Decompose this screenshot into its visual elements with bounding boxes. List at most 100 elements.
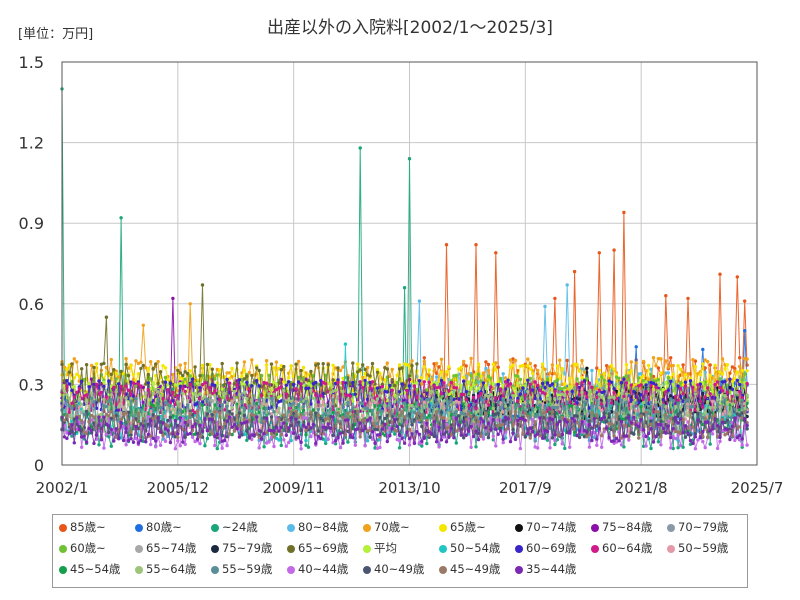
data-point [117, 405, 121, 409]
data-point [131, 394, 136, 398]
data-point [314, 380, 318, 385]
data-point [272, 444, 276, 449]
data-point [632, 389, 636, 394]
data-point [466, 409, 471, 414]
data-point [479, 410, 483, 414]
data-point [129, 392, 133, 396]
data-point [112, 385, 116, 389]
data-point [536, 414, 540, 418]
data-point [508, 365, 513, 369]
data-point [75, 372, 79, 376]
data-point [585, 377, 589, 381]
data-point [560, 367, 564, 371]
data-point [215, 383, 219, 387]
data-point [104, 395, 109, 399]
data-point [336, 366, 340, 370]
data-point [536, 383, 540, 388]
data-point [612, 248, 616, 252]
data-point [639, 383, 643, 387]
data-point [363, 371, 367, 376]
data-point [553, 438, 557, 443]
data-point [417, 379, 422, 383]
data-point [149, 442, 153, 447]
data-point [341, 380, 345, 385]
data-point [287, 409, 291, 414]
data-point [674, 386, 678, 391]
data-point [437, 397, 441, 401]
data-point [595, 379, 599, 384]
data-point [442, 435, 446, 439]
data-point [188, 374, 192, 378]
data-point [565, 358, 569, 363]
data-point [516, 396, 520, 401]
data-point [449, 396, 454, 400]
data-point [654, 403, 658, 407]
data-point [676, 384, 680, 388]
data-point [402, 401, 407, 405]
data-point [267, 412, 271, 416]
data-point [619, 381, 624, 385]
data-point [718, 377, 722, 381]
data-point [358, 380, 362, 384]
data-point [311, 408, 316, 412]
data-point [119, 384, 123, 389]
data-point [134, 436, 138, 441]
data-point [397, 390, 402, 394]
data-point [346, 400, 350, 405]
data-point [651, 381, 656, 385]
data-point [565, 413, 569, 417]
data-point [388, 396, 392, 400]
data-point [634, 345, 638, 349]
data-point [242, 407, 247, 412]
data-point [328, 407, 333, 411]
data-point [62, 379, 67, 383]
data-point [114, 408, 118, 413]
data-point [738, 382, 742, 387]
data-point [531, 406, 535, 411]
data-point [474, 407, 478, 411]
data-point [481, 381, 486, 385]
data-point [94, 362, 99, 366]
data-point [149, 360, 153, 364]
data-point [296, 404, 301, 408]
data-point [518, 377, 523, 382]
data-point [92, 382, 96, 386]
data-point [563, 393, 567, 398]
data-point [161, 417, 165, 421]
data-point [393, 383, 397, 388]
data-point [188, 369, 192, 373]
data-point [75, 403, 79, 408]
data-point [629, 398, 633, 402]
data-point [422, 365, 426, 369]
data-point [242, 390, 247, 395]
data-point [738, 356, 742, 360]
data-point [444, 384, 449, 388]
data-point [282, 364, 286, 369]
data-point [600, 375, 604, 379]
data-point [70, 406, 74, 410]
data-point [533, 380, 537, 384]
data-point [466, 392, 471, 396]
data-point [304, 396, 308, 401]
data-point [144, 391, 148, 395]
data-point [548, 397, 552, 401]
data-point [503, 376, 508, 380]
data-point [706, 386, 710, 390]
data-point [624, 363, 629, 367]
data-point [257, 384, 261, 388]
data-point [469, 387, 473, 391]
data-point [171, 407, 175, 412]
data-point [720, 400, 725, 404]
data-point [568, 400, 572, 404]
data-point [331, 378, 335, 382]
data-point [563, 446, 567, 451]
data-point [99, 390, 104, 394]
data-point [637, 376, 641, 380]
data-point [304, 433, 308, 437]
data-point [743, 299, 747, 303]
data-point [486, 362, 491, 367]
data-point [190, 435, 195, 439]
data-point [190, 396, 195, 400]
data-point [476, 372, 481, 376]
data-point [124, 384, 128, 388]
